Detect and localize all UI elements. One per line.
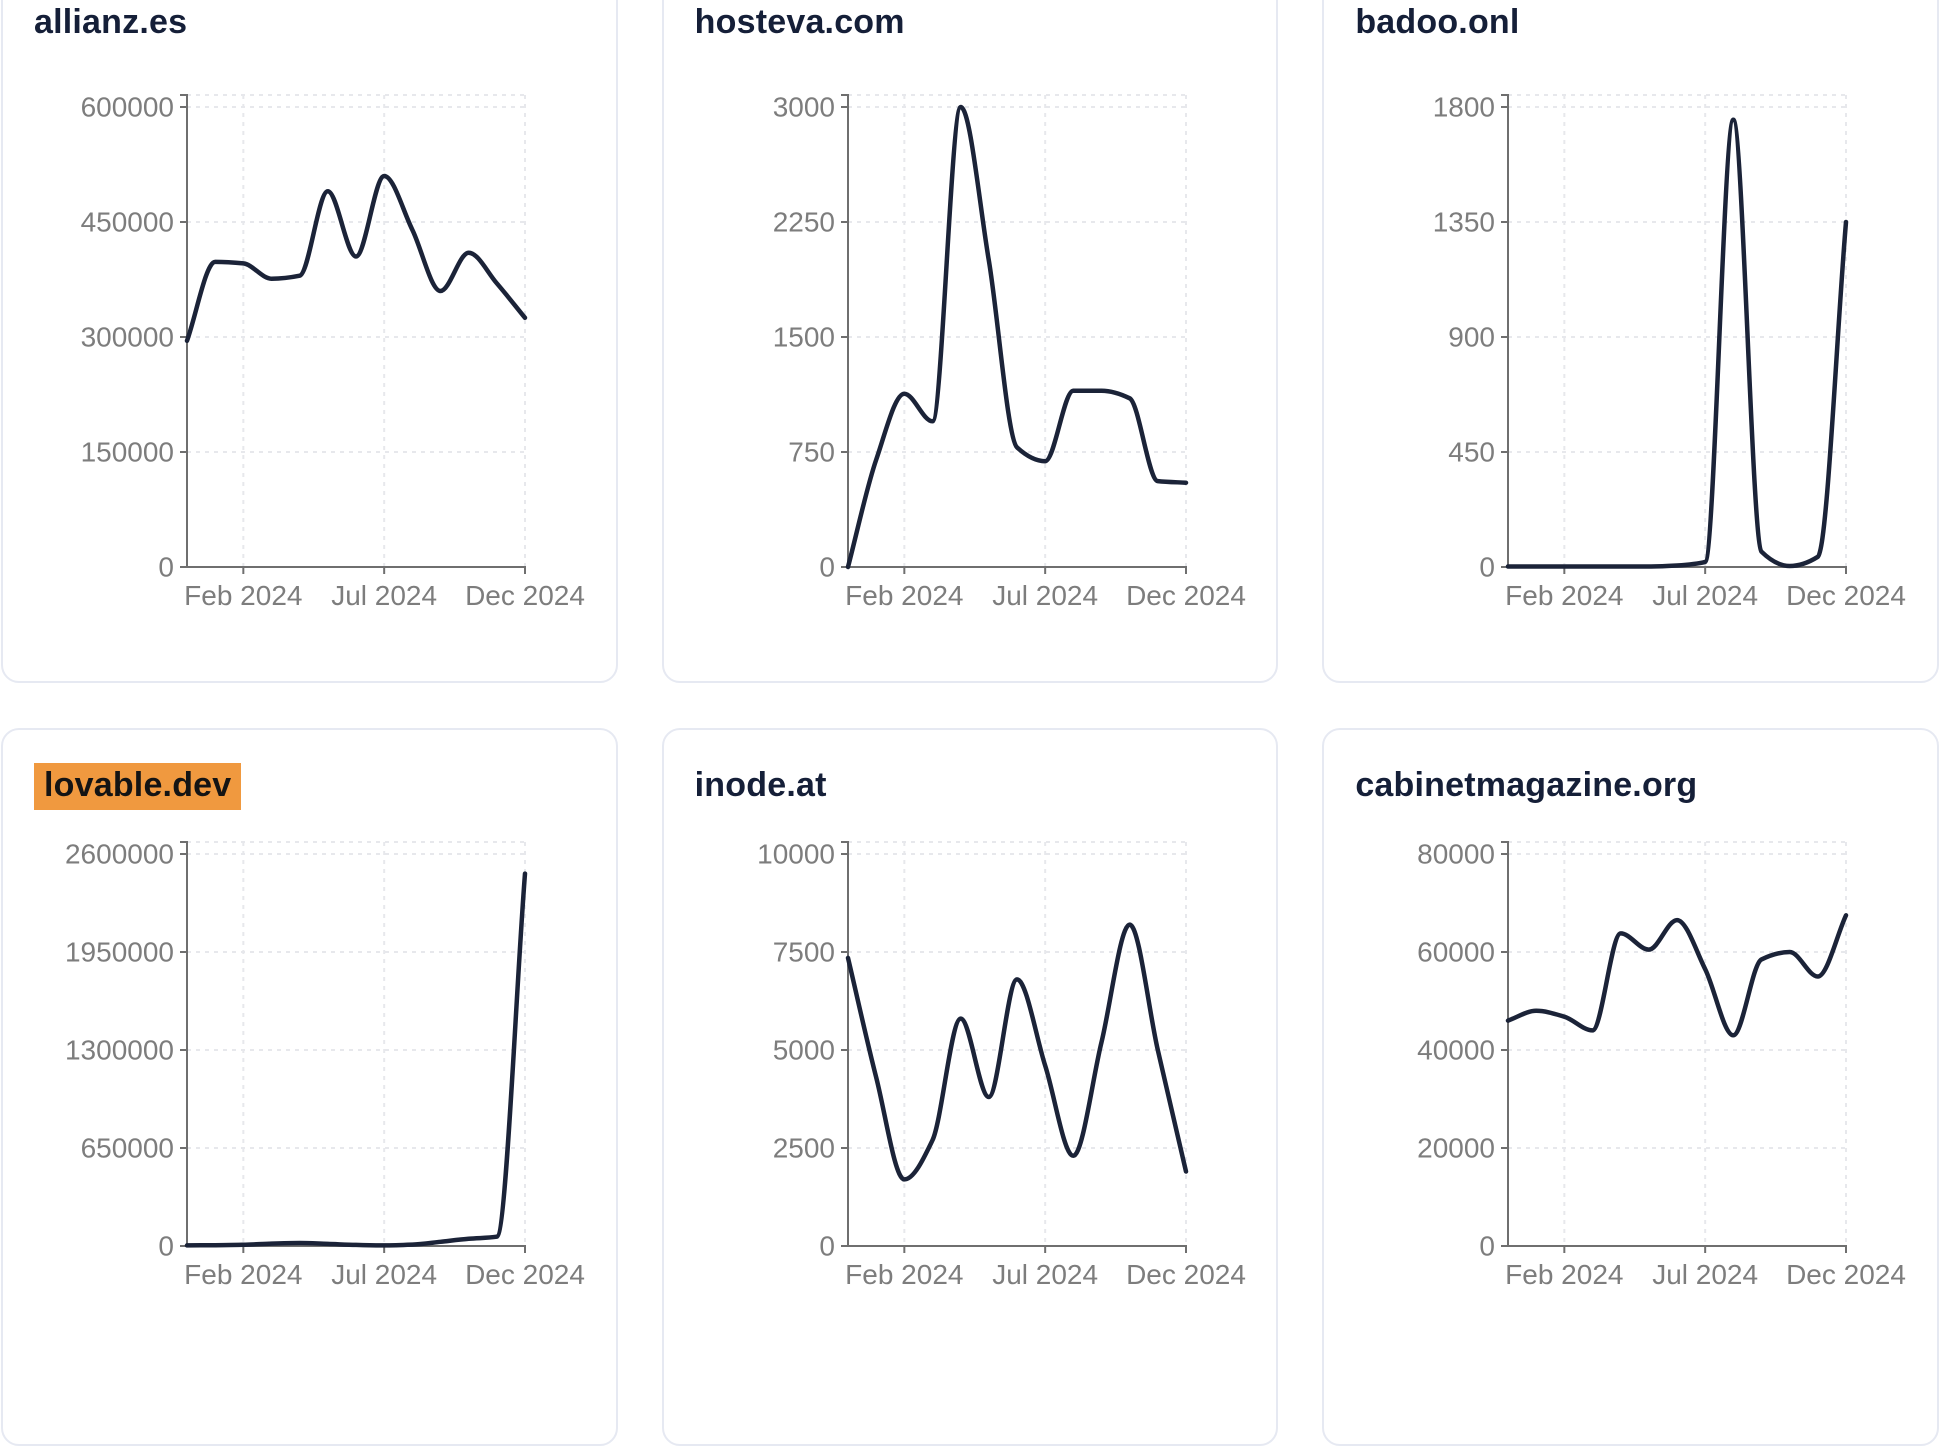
x-tick-label: Dec 2024 [1786,1259,1906,1290]
line-chart: 0 2500 5000 7500 10000 Feb 2024 Jul 2024 Dec 20… [757,839,1246,1290]
y-tick-label: 1500 [772,322,834,353]
axis-line [840,94,1187,574]
y-tick-label: 1300000 [65,1035,174,1066]
line-chart: 0 450 900 1350 1800 Feb 2024 Jul 2024 Dec 2024 [1433,92,1906,611]
y-tick-label: 60000 [1417,937,1495,968]
x-tick-label: Feb 2024 [1505,1259,1623,1290]
series-line [845,922,1188,1182]
chart-title: cabinetmagazine.org [1355,766,1697,805]
y-tick-label: 1800 [1433,92,1495,123]
axis-line [180,841,526,1253]
y-tick-label: 0 [819,552,835,583]
chart-title: inode.at [695,766,827,805]
x-tick-label: Jul 2024 [331,1259,437,1290]
chart-title: allianz.es [34,3,187,42]
axis-line [180,94,526,574]
y-tick-label: 2500 [772,1133,834,1164]
chart-title: hosteva.com [695,3,905,42]
line-chart: 0 650000 1300000 1950000 2600000 Feb 2024 Jul … [65,839,585,1290]
y-tick-label: 0 [1480,1231,1496,1262]
y-tick-label: 0 [158,552,174,583]
chart-card-inode-at: inode.at 0 2500 5000 7500 10000 Feb 2024 Jul 2… [661,728,1279,1446]
y-tick-label: 300000 [81,322,174,353]
x-tick-label: Dec 2024 [1786,580,1906,611]
chart-title-text: hosteva.com [694,3,905,41]
x-tick-label: Jul 2024 [992,1259,1098,1290]
x-tick-label: Dec 2024 [465,1259,585,1290]
chart-title-text: allianz.es [34,3,188,41]
y-tick-label: 450 [1449,437,1496,468]
y-tick-label: 1950000 [65,937,174,968]
x-tick-label: Feb 2024 [184,580,302,611]
chart-card-badoo-onl: badoo.onl 0 450 900 1350 1800 Feb 2024 Jul 202… [1322,0,1939,683]
axis-line [1501,94,1848,574]
y-tick-label: 900 [1449,322,1496,353]
x-tick-label: Feb 2024 [845,580,963,611]
x-tick-label: Jul 2024 [1653,580,1759,611]
axis-line [1501,841,1848,1253]
chart-title-text: badoo.onl [1355,3,1520,41]
y-tick-label: 20000 [1417,1133,1495,1164]
chart-title: lovable.dev [34,763,242,810]
x-tick-label: Jul 2024 [1653,1259,1759,1290]
y-tick-label: 40000 [1417,1035,1495,1066]
y-tick-label: 450000 [81,207,174,238]
line-chart: 0 150000 300000 450000 600000 Feb 2024 Jul 202… [81,92,585,611]
chart-card-lovable-dev: lovable.dev 0 650000 1300000 1950000 2600000… [1,728,618,1446]
axis-line [840,841,1187,1253]
chart-title-text: inode.at [694,766,827,804]
x-tick-label: Dec 2024 [1126,580,1246,611]
y-tick-label: 3000 [772,92,834,123]
y-tick-label: 0 [1480,552,1496,583]
y-tick-label: 650000 [81,1133,174,1164]
series-line [845,104,1188,570]
x-tick-label: Jul 2024 [331,580,437,611]
x-tick-label: Feb 2024 [184,1259,302,1290]
chart-title-text: cabinetmagazine.org [1355,766,1698,804]
y-tick-label: 600000 [81,92,174,123]
line-chart: 0 20000 40000 60000 80000 Feb 2024 Jul 2024 Dec… [1417,839,1906,1290]
y-tick-label: 5000 [772,1035,834,1066]
y-tick-label: 10000 [757,839,835,870]
y-tick-label: 7500 [772,937,834,968]
y-tick-label: 0 [819,1231,835,1262]
y-tick-label: 1350 [1433,207,1495,238]
y-tick-label: 2250 [772,207,834,238]
y-tick-label: 80000 [1417,839,1495,870]
chart-title-text-highlighted: lovable.dev [34,763,242,810]
y-tick-label: 0 [158,1231,174,1262]
y-tick-label: 750 [788,437,835,468]
chart-title: badoo.onl [1355,3,1519,42]
x-tick-label: Jul 2024 [992,580,1098,611]
x-tick-label: Feb 2024 [1505,580,1623,611]
x-tick-label: Feb 2024 [845,1259,963,1290]
y-tick-label: 150000 [81,437,174,468]
series-line [184,173,528,344]
x-tick-label: Dec 2024 [465,580,585,611]
chart-card-cabinetmagazine-org: cabinetmagazine.org 0 20000 40000 60000 8000… [1322,728,1939,1446]
x-tick-label: Dec 2024 [1126,1259,1246,1290]
chart-card-hosteva-com: hosteva.com 0 750 1500 2250 3000 Feb 2024 Jul … [661,0,1279,683]
series-line [184,871,528,1248]
chart-card-allianz-es: allianz.es 0 150000 300000 450000 600000 Feb … [1,0,618,683]
series-line [1506,913,1849,1038]
line-chart: 0 750 1500 2250 3000 Feb 2024 Jul 2024 Dec 2024 [772,92,1246,611]
series-line [1506,117,1849,569]
y-tick-label: 2600000 [65,839,174,870]
